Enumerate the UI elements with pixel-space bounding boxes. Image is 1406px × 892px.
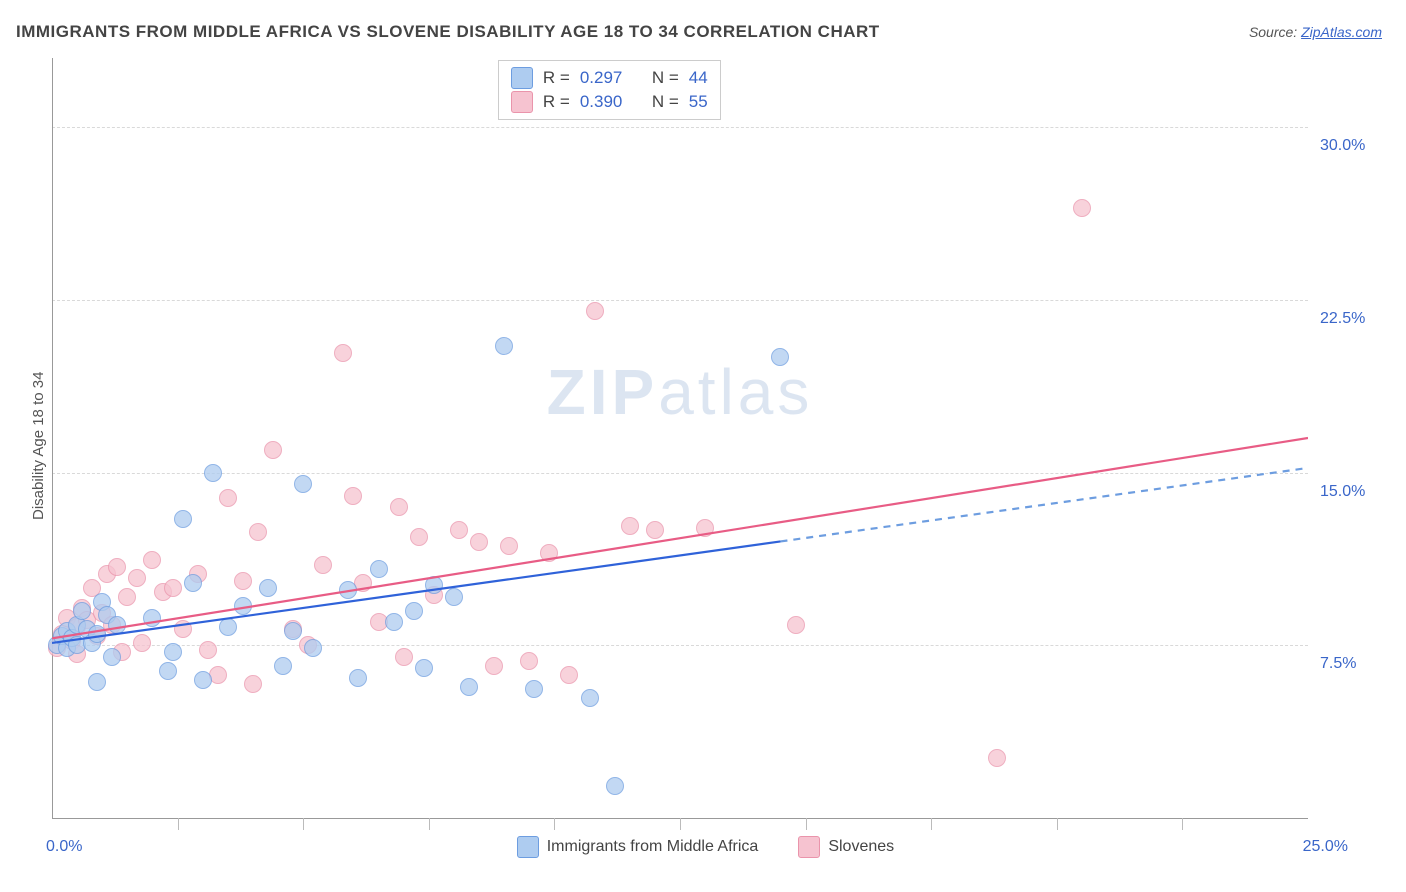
n-label: N = (652, 68, 679, 88)
legend-row: R = 0.297 N = 44 (511, 67, 708, 89)
source-prefix: Source: (1249, 24, 1301, 40)
x-tick (1182, 818, 1183, 830)
legend-swatch (511, 67, 533, 89)
y-tick-label: 7.5% (1320, 655, 1356, 673)
y-tick-label: 30.0% (1320, 137, 1365, 155)
legend-row: R = 0.390 N = 55 (511, 91, 708, 113)
legend-swatch (511, 91, 533, 113)
y-axis-label: Disability Age 18 to 34 (30, 372, 47, 520)
legend-correlation: R = 0.297 N = 44 R = 0.390 N = 55 (498, 60, 721, 120)
x-tick (680, 818, 681, 830)
x-tick (931, 818, 932, 830)
legend-swatch (798, 836, 820, 858)
title-text: IMMIGRANTS FROM MIDDLE AFRICA VS SLOVENE… (16, 22, 880, 41)
plot-area: ZIPatlas (52, 58, 1308, 818)
chart-title: IMMIGRANTS FROM MIDDLE AFRICA VS SLOVENE… (16, 22, 880, 42)
source-attribution: Source: ZipAtlas.com (1249, 24, 1382, 40)
n-value: 44 (689, 68, 708, 88)
x-tick (429, 818, 430, 830)
n-value: 55 (689, 92, 708, 112)
r-value: 0.297 (580, 68, 623, 88)
r-value: 0.390 (580, 92, 623, 112)
legend-series: Immigrants from Middle Africa Slovenes (517, 836, 894, 858)
trend-line (52, 541, 780, 643)
x-tick-label: 0.0% (46, 838, 82, 856)
legend-label: Slovenes (828, 838, 894, 856)
y-tick-label: 22.5% (1320, 310, 1365, 328)
r-label: R = (543, 92, 570, 112)
legend-label: Immigrants from Middle Africa (547, 838, 759, 856)
n-label: N = (652, 92, 679, 112)
r-label: R = (543, 68, 570, 88)
y-tick-label: 15.0% (1320, 483, 1365, 501)
legend-item: Immigrants from Middle Africa (517, 836, 759, 858)
x-tick (303, 818, 304, 830)
trend-line (52, 438, 1308, 638)
x-tick (178, 818, 179, 830)
x-tick (554, 818, 555, 830)
trend-lines (52, 58, 1308, 818)
x-tick (1057, 818, 1058, 830)
x-tick-label: 25.0% (1303, 838, 1348, 856)
x-tick (806, 818, 807, 830)
legend-swatch (517, 836, 539, 858)
source-link[interactable]: ZipAtlas.com (1301, 24, 1382, 40)
legend-item: Slovenes (798, 836, 894, 858)
